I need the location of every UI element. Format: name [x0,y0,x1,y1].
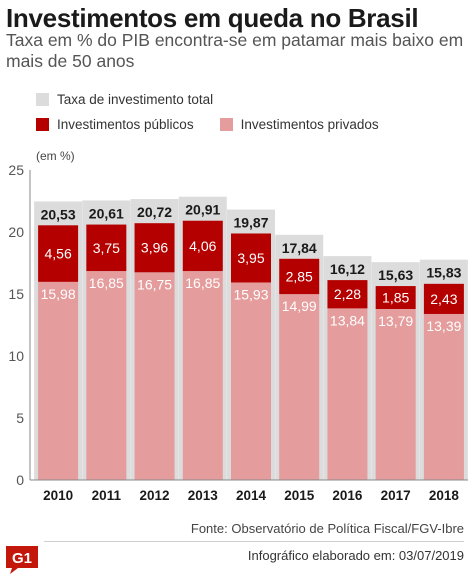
chart-subtitle: Taxa em % do PIB encontra-se em patamar … [6,30,464,71]
private-value-label: 13,84 [330,312,365,328]
x-tick-label: 2017 [381,488,411,503]
bar-private [327,308,368,480]
private-value-label: 13,39 [426,318,461,334]
y-tick-label: 5 [16,410,24,426]
total-value-label: 20,72 [137,204,172,220]
y-tick-label: 10 [8,348,24,364]
x-tick-label: 2013 [188,488,219,503]
total-value-label: 15,63 [378,267,413,283]
source-note: Fonte: Observatório de Política Fiscal/F… [190,521,464,536]
public-value-label: 2,28 [334,286,361,302]
chart-title: Investimentos em queda no Brasil [6,3,419,33]
x-tick-label: 2018 [429,488,460,503]
private-value-label: 16,75 [137,276,172,292]
public-value-label: 4,56 [44,246,71,262]
x-tick-label: 2016 [332,488,363,503]
bar-private [134,272,175,480]
public-value-label: 1,85 [382,290,409,306]
legend-swatch-public [36,118,49,131]
x-tick-label: 2012 [140,488,170,503]
bar-public [86,224,127,272]
stacked-bar-chart: (em %) 0 5 10 15 20 25 20,53 4,56 15,98 2010 20,61 3… [8,149,468,503]
public-value-label: 3,96 [141,240,168,256]
x-tick-label: 2014 [236,488,267,503]
y-tick-label: 20 [8,224,24,240]
g1-logo: G1 [6,546,38,574]
private-value-label: 15,98 [41,286,76,302]
total-value-label: 19,87 [233,215,268,231]
private-value-label: 16,85 [185,275,220,291]
legend-item-private: Investimentos privados [219,117,379,132]
bar-private [86,271,127,480]
credit-note: Infográfico elaborado em: 03/07/2019 [247,548,464,563]
legend-item-total: Taxa de investimento total [36,92,213,107]
y-tick-label: 15 [8,286,24,302]
bar-public [327,280,368,309]
legend-row-1: Taxa de investimento total [36,92,239,107]
x-tick-label: 2015 [284,488,315,503]
public-value-label: 3,75 [93,240,120,256]
bar-public [279,258,320,295]
private-value-label: 16,85 [89,275,124,291]
private-value-label: 15,93 [233,286,268,302]
bar-public [38,225,79,282]
bar-public [231,233,271,283]
bar-private [38,281,79,480]
public-value-label: 2,43 [430,291,457,307]
private-value-label: 13,79 [378,313,413,329]
y-tick-label: 25 [8,162,24,178]
public-value-label: 2,85 [286,268,313,284]
bar-public [375,286,416,310]
private-value-label: 14,99 [282,298,317,314]
bar-private [423,313,464,480]
legend-swatch-total [36,93,49,106]
y-tick-label: 0 [16,472,24,488]
bar-private [182,271,223,480]
bar-private [375,309,416,480]
total-value-label: 20,91 [185,202,220,218]
legend-row-2: Investimentos públicos Investimentos pri… [36,117,405,132]
bar-public [423,283,464,314]
footer-divider [44,541,464,542]
legend-label-public: Investimentos públicos [57,117,194,132]
total-value-label: 20,61 [89,205,124,221]
total-value-label: 15,83 [426,265,461,281]
legend-label-private: Investimentos privados [240,117,379,132]
legend-swatch-private [219,118,233,131]
legend-label-total: Taxa de investimento total [57,92,214,107]
public-value-label: 4,06 [189,238,216,254]
total-value-label: 16,12 [330,261,365,277]
x-tick-label: 2010 [43,488,73,503]
y-unit-label: (em %) [36,149,75,163]
svg-text:G1: G1 [12,550,32,567]
bar-public [182,220,223,272]
public-value-label: 3,95 [237,250,264,266]
x-tick-label: 2011 [92,488,122,503]
bar-public [134,223,175,273]
total-value-label: 17,84 [282,240,317,256]
bar-private [231,282,271,480]
bar-private [279,294,320,480]
total-value-label: 20,53 [41,206,76,222]
legend-item-public: Investimentos públicos [36,117,194,132]
